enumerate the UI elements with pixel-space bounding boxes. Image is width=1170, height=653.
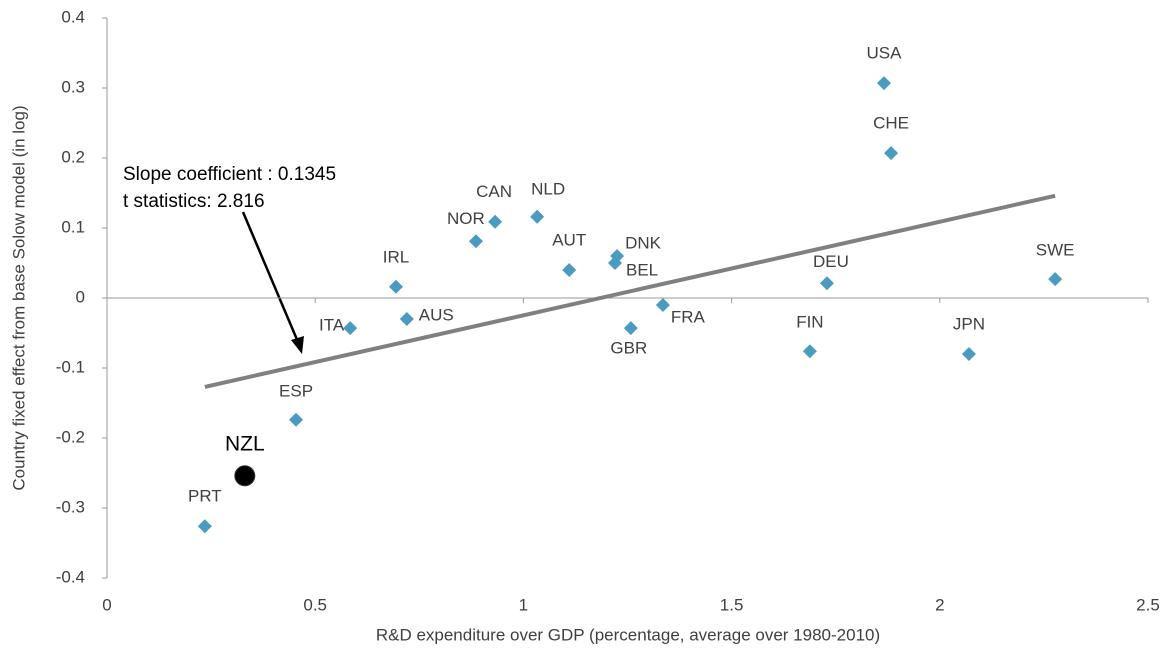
point — [562, 263, 577, 277]
x-axis-title: R&D expenditure over GDP (percentage, av… — [376, 625, 880, 644]
trend-line — [204, 193, 1056, 389]
point — [877, 76, 892, 91]
x-tick-label: 2 — [935, 595, 944, 614]
y-tick-label: -0.1 — [56, 357, 85, 376]
point — [197, 519, 212, 534]
point — [884, 146, 899, 161]
point-label: NOR — [447, 209, 485, 228]
point-label: PRT — [188, 487, 222, 506]
point — [530, 209, 545, 224]
point — [608, 256, 623, 270]
point — [819, 276, 834, 291]
point — [343, 321, 358, 336]
point-label: CHE — [873, 114, 909, 133]
annotation: t statistics: 2.816 — [123, 191, 265, 212]
point-label: ITA — [319, 316, 345, 335]
point — [1048, 272, 1063, 287]
point-label: AUS — [419, 305, 454, 324]
x-tick-label: 0 — [102, 595, 111, 614]
point-label: DNK — [625, 233, 662, 252]
point-label: FRA — [671, 307, 706, 326]
point — [802, 344, 817, 359]
x-tick-label: 1.5 — [720, 595, 744, 614]
point — [623, 321, 638, 336]
highlight-label: NZL — [225, 432, 265, 455]
point-label: SWE — [1036, 241, 1075, 260]
y-tick-label: -0.4 — [56, 567, 85, 586]
y-tick-label: 0 — [76, 287, 85, 306]
y-tick-label: 0.1 — [61, 217, 85, 236]
point-label: ESP — [279, 381, 313, 400]
point — [468, 234, 483, 249]
y-tick-label: 0.3 — [61, 77, 85, 96]
point — [289, 412, 304, 427]
annotation-arrow — [241, 211, 300, 343]
point-label: IRL — [383, 247, 409, 266]
point-label: JPN — [953, 314, 985, 333]
point — [961, 347, 976, 361]
y-tick-label: -0.2 — [56, 427, 85, 446]
point-label: FIN — [796, 313, 823, 332]
annotation: Slope coefficient : 0.1345 — [123, 164, 336, 185]
point-label: GBR — [610, 339, 647, 358]
point — [399, 312, 414, 326]
x-tick-label: 1 — [519, 595, 528, 614]
y-tick-label: 0.4 — [61, 7, 85, 26]
point — [488, 214, 503, 229]
point-label: NLD — [531, 179, 565, 198]
point-label: CAN — [476, 182, 512, 201]
y-tick-label: -0.3 — [56, 497, 85, 516]
arrow-head — [291, 336, 304, 354]
x-tick-label: 2.5 — [1136, 595, 1160, 614]
x-tick-label: 0.5 — [303, 595, 327, 614]
point — [388, 279, 403, 294]
point-label: USA — [867, 44, 903, 63]
point-label: BEL — [626, 260, 658, 279]
point — [655, 298, 670, 312]
y-tick-label: 0.2 — [61, 147, 85, 166]
point-label: DEU — [813, 252, 849, 271]
highlight-point — [234, 465, 256, 487]
point-label: AUT — [552, 230, 586, 249]
y-axis-title: Country fixed effect from base Solow mod… — [9, 105, 28, 490]
